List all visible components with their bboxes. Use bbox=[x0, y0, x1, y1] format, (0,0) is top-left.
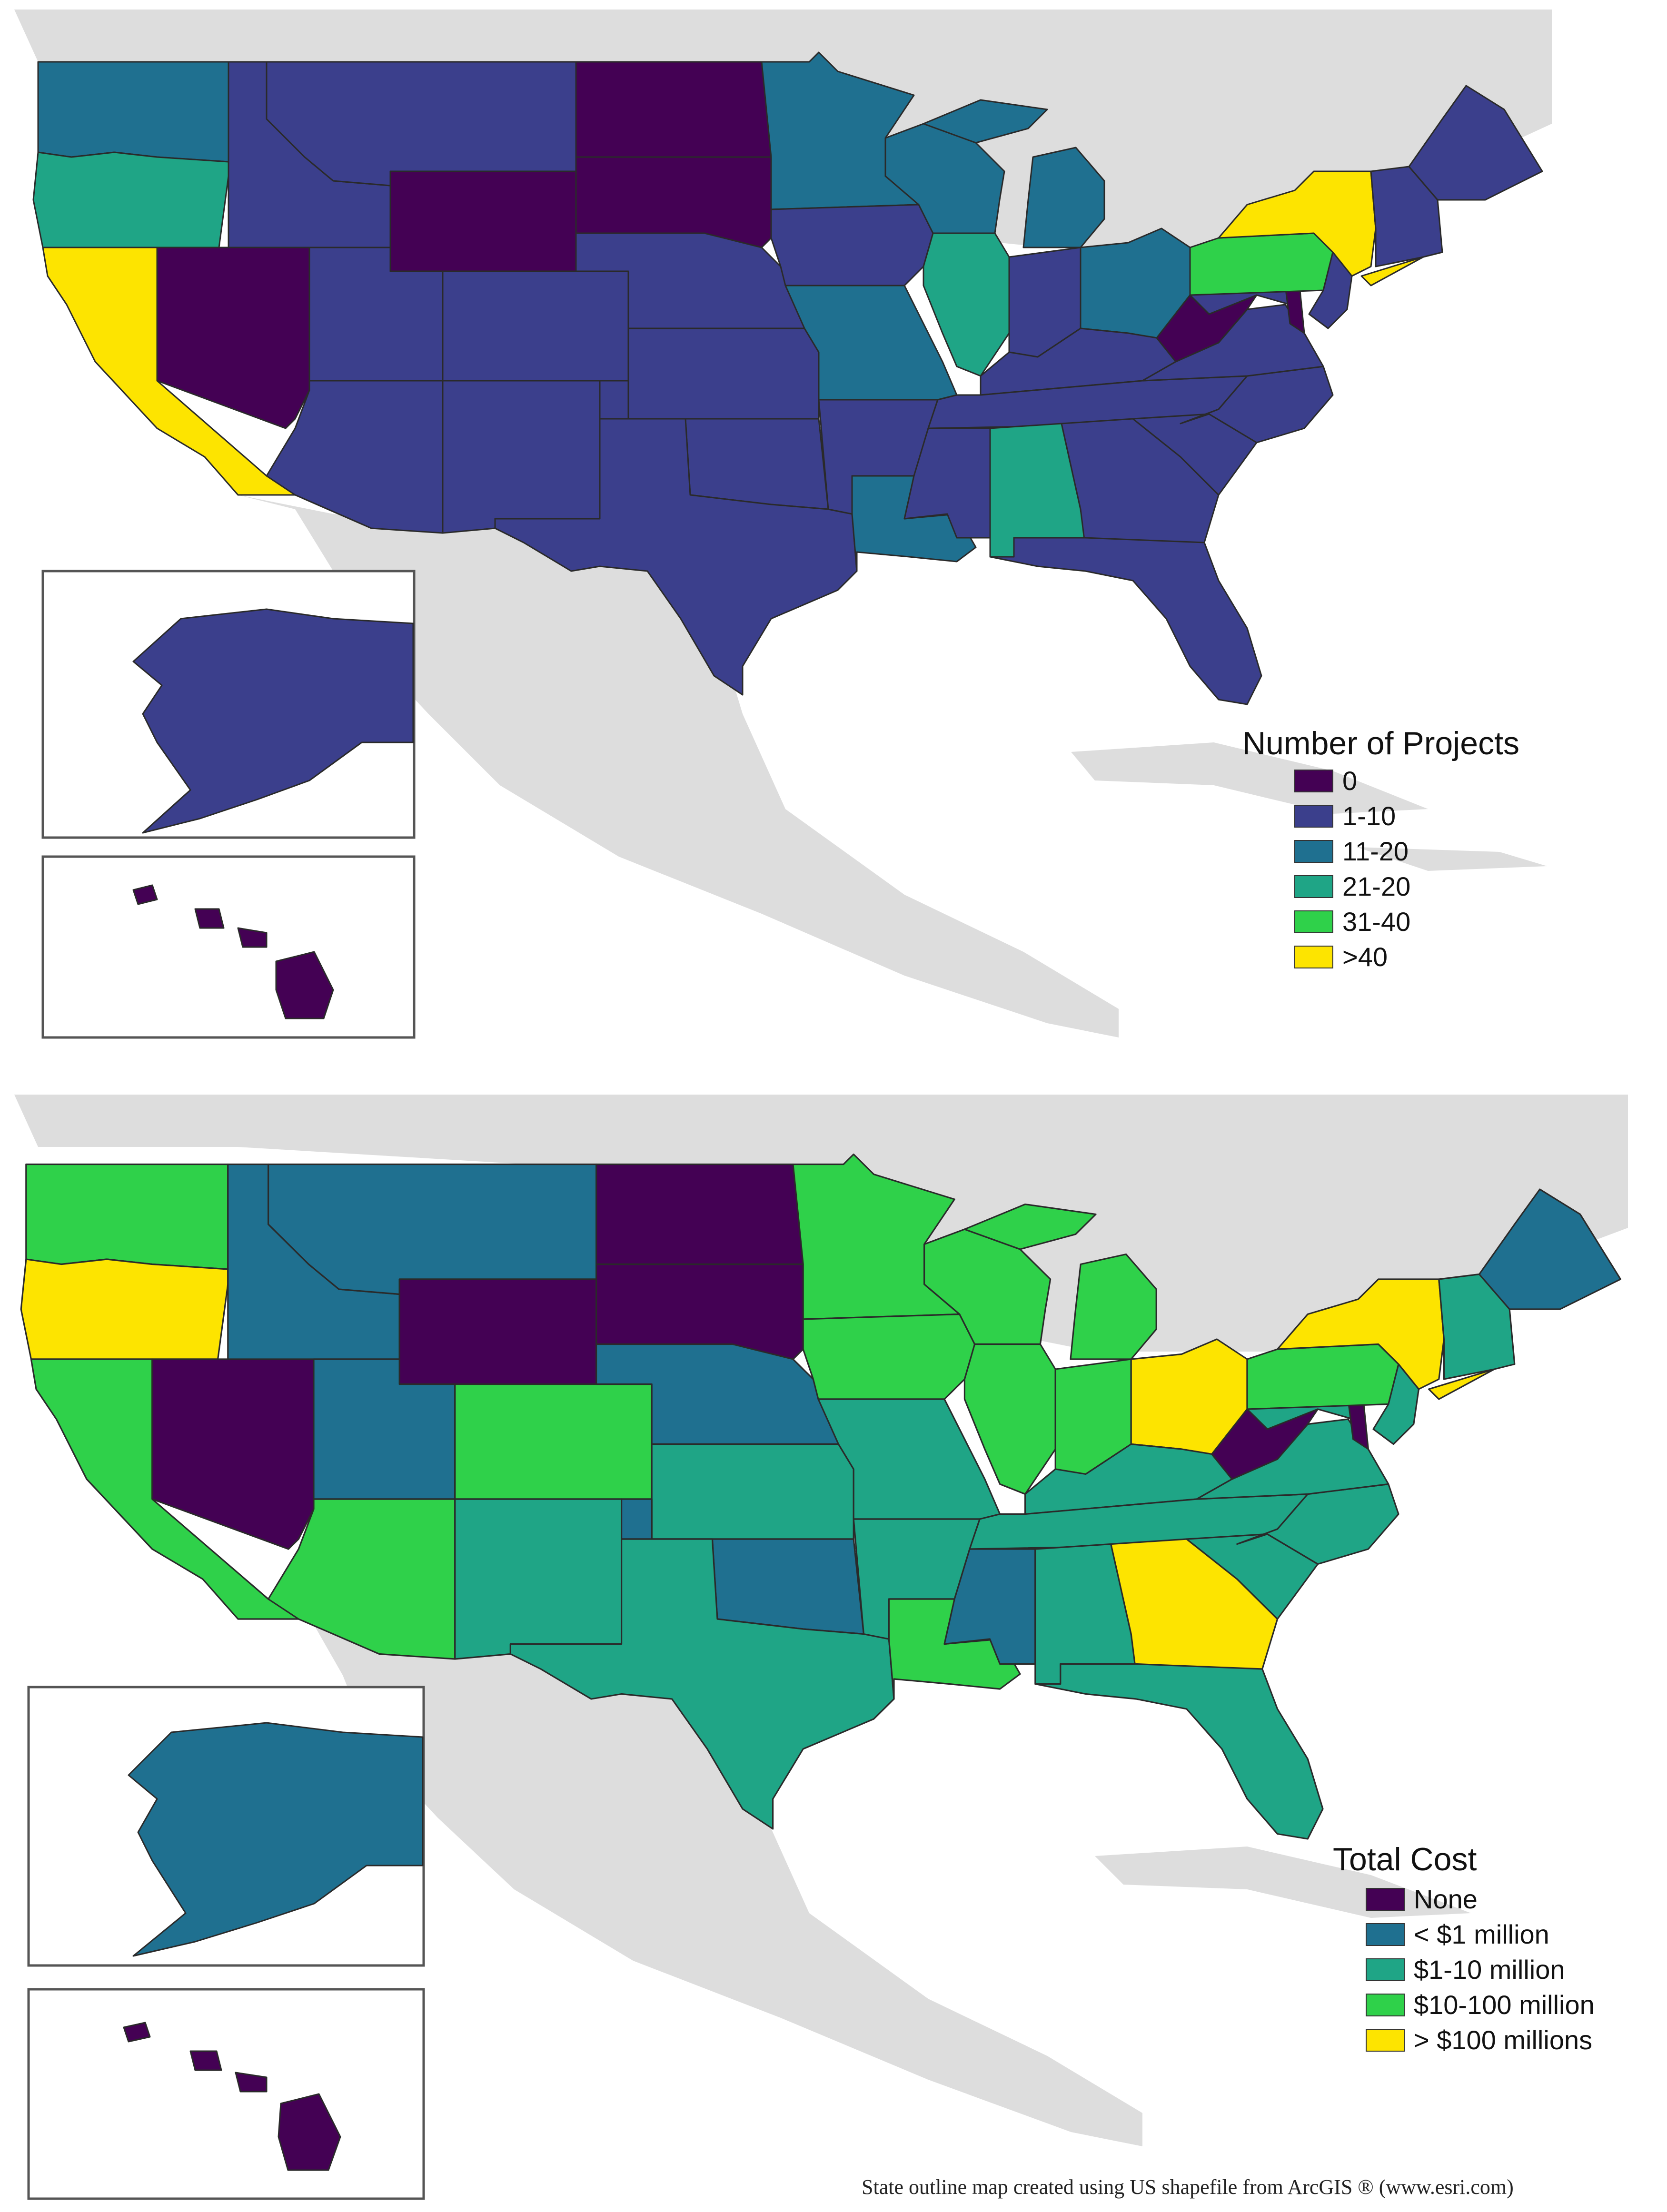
legend-label: None bbox=[1414, 1884, 1478, 1914]
state-OR bbox=[32, 151, 229, 248]
legend-swatch bbox=[1366, 2029, 1405, 2052]
state-IA bbox=[802, 1313, 976, 1400]
state-WY bbox=[389, 170, 577, 272]
hawaii-inset bbox=[41, 855, 416, 1039]
state-NC bbox=[1236, 1483, 1399, 1565]
state-shapes bbox=[20, 1153, 1621, 1840]
legend-swatch bbox=[1366, 1888, 1405, 1911]
state-IL bbox=[963, 1343, 1056, 1495]
legend-swatch bbox=[1294, 875, 1333, 898]
state-NJ bbox=[1372, 1363, 1419, 1445]
legend-label: $10-100 million bbox=[1414, 1990, 1595, 2020]
state-WA bbox=[37, 61, 229, 163]
state-NY bbox=[1277, 1278, 1495, 1400]
legend-label: $1-10 million bbox=[1414, 1955, 1565, 1985]
state-OR bbox=[20, 1258, 229, 1360]
state-KS bbox=[627, 327, 820, 420]
cost-legend: Total Cost None < $1 million $1-10 million… bbox=[1333, 1841, 1595, 2055]
legend-label: >40 bbox=[1342, 942, 1388, 972]
state-PA bbox=[1189, 232, 1334, 296]
state-NC bbox=[1180, 365, 1334, 444]
map-credit: State outline map created using US shape… bbox=[862, 2175, 1514, 2199]
legend-swatch bbox=[1294, 805, 1333, 828]
legend-title: Number of Projects bbox=[1242, 725, 1519, 761]
state-PA bbox=[1246, 1343, 1399, 1410]
legend-label: 31-40 bbox=[1342, 907, 1410, 937]
state-HI bbox=[123, 2022, 341, 2171]
legend-swatch bbox=[1294, 770, 1333, 792]
state-WA bbox=[25, 1163, 229, 1270]
projects-legend: Number of Projects 0 1-10 11-20 21-20 31-40 >… bbox=[1242, 725, 1519, 972]
state-IL bbox=[923, 232, 1010, 377]
legend-label: 21-20 bbox=[1342, 871, 1410, 901]
legend-label: 11-20 bbox=[1342, 836, 1409, 866]
legend-label: 1-10 bbox=[1342, 801, 1396, 831]
state-NM bbox=[454, 1498, 623, 1660]
total-cost-map: Total Cost None < $1 million $1-10 million… bbox=[14, 1095, 1628, 2200]
legend-swatch bbox=[1294, 946, 1333, 968]
state-SC bbox=[1186, 1533, 1319, 1620]
legend-label: 0 bbox=[1342, 766, 1357, 796]
state-IA bbox=[770, 204, 934, 286]
legend-swatch bbox=[1366, 1994, 1405, 2016]
legend-label: > $100 millions bbox=[1414, 2025, 1592, 2055]
state-NJ bbox=[1308, 251, 1353, 329]
legend-title: Total Cost bbox=[1333, 1841, 1477, 1877]
state-TX bbox=[494, 418, 858, 696]
state-ND bbox=[575, 61, 772, 158]
state-AK bbox=[128, 1722, 424, 1957]
legend-swatch bbox=[1294, 840, 1333, 863]
state-AK bbox=[132, 608, 414, 834]
state-ME bbox=[1478, 1188, 1621, 1310]
legend-label: < $1 million bbox=[1414, 1919, 1549, 1949]
state-ME bbox=[1408, 85, 1543, 201]
state-WY bbox=[398, 1278, 597, 1385]
state-FL bbox=[1034, 1663, 1324, 1840]
alaska-inset bbox=[41, 570, 416, 839]
hawaii-inset bbox=[27, 1988, 425, 2200]
number-of-projects-map: Number of Projects 0 1-10 11-20 21-20 31-40 >… bbox=[14, 10, 1552, 1039]
state-NM bbox=[442, 380, 601, 534]
state-MI bbox=[963, 1203, 1157, 1360]
state-ND bbox=[595, 1163, 804, 1265]
state-CO bbox=[442, 270, 629, 382]
legend-swatch bbox=[1294, 910, 1333, 933]
state-CO bbox=[454, 1383, 653, 1500]
state-FL bbox=[989, 537, 1262, 705]
state-MI bbox=[923, 99, 1105, 248]
state-SC bbox=[1132, 413, 1258, 496]
state-HI bbox=[132, 884, 334, 1019]
legend-swatch bbox=[1366, 1923, 1405, 1946]
legend-swatch bbox=[1366, 1958, 1405, 1981]
alaska-inset bbox=[27, 1686, 425, 1967]
state-shapes bbox=[32, 51, 1543, 705]
state-KS bbox=[651, 1443, 854, 1540]
state-TX bbox=[509, 1538, 895, 1830]
